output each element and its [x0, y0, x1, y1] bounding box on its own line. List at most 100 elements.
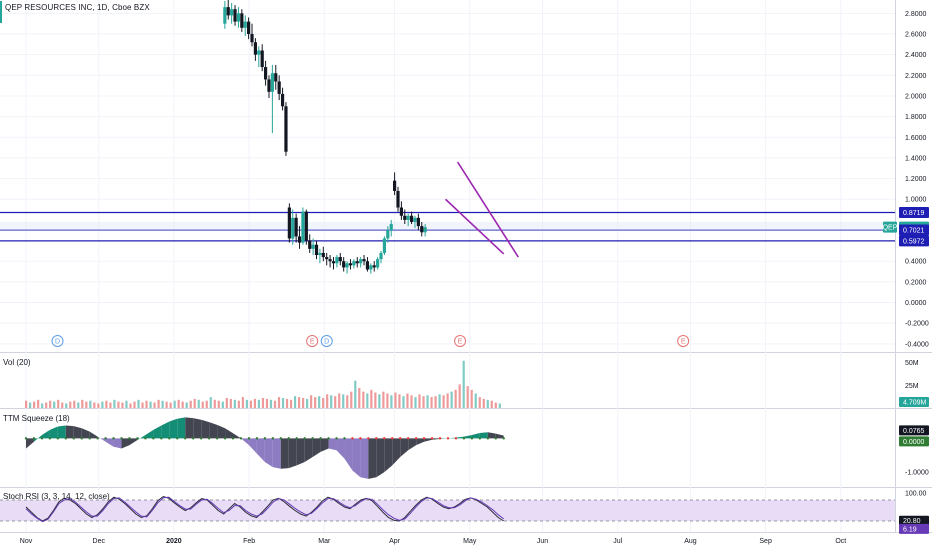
- volume-bar: [65, 403, 68, 408]
- volume-bar: [241, 397, 244, 408]
- volume-bar: [438, 394, 441, 408]
- candle-body: [291, 217, 295, 239]
- volume-bar: [269, 399, 273, 408]
- candle-body: [413, 217, 417, 222]
- candle-body: [345, 263, 349, 268]
- candle-body: [382, 238, 387, 253]
- x-tick-label-nov: Nov: [20, 538, 33, 545]
- squeeze-dot: [438, 437, 442, 440]
- squeeze-area-segment: [233, 433, 241, 439]
- volume-bar: [314, 397, 317, 408]
- squeeze-dot: [136, 437, 139, 440]
- volume-bar: [302, 398, 305, 408]
- volume-bar: [402, 396, 405, 408]
- squeeze-dot: [24, 437, 28, 440]
- volume-bar: [201, 401, 204, 408]
- candle-body: [321, 252, 325, 258]
- volume-bar: [277, 397, 281, 408]
- trend-line: [456, 161, 519, 258]
- volume-bar: [117, 401, 120, 408]
- squeeze-dot: [375, 437, 378, 440]
- volume-bar: [25, 400, 28, 408]
- squeeze-dot: [271, 437, 275, 440]
- squeeze-area-segment: [169, 418, 178, 439]
- dividend-marker-icon: [51, 335, 64, 347]
- stoch-pane-label[interactable]: Stoch RSI (3, 3, 14, 12, close): [3, 492, 110, 501]
- volume-bar: [93, 402, 96, 408]
- squeeze-area-segment: [89, 431, 98, 439]
- volume-bar: [57, 399, 60, 408]
- squeeze-area-segment: [376, 438, 385, 478]
- squeeze-area-segment: [201, 419, 210, 439]
- volume-bar: [85, 401, 88, 408]
- volume-bar: [478, 397, 481, 408]
- candle-body: [236, 13, 241, 22]
- squeeze-dot: [48, 437, 52, 440]
- volume-pane-label[interactable]: Vol (20): [3, 358, 31, 367]
- squeeze-area-segment: [49, 426, 58, 439]
- volume-bar: [253, 398, 257, 408]
- price-tick-label: 2.4000: [905, 52, 927, 59]
- price-tick-label: 1.8000: [905, 114, 927, 121]
- volume-bar: [322, 398, 325, 408]
- volume-bar: [209, 397, 212, 408]
- squeeze-dot: [430, 437, 434, 440]
- squeeze-area-segment: [344, 438, 353, 471]
- x-tick-label-may: May: [463, 538, 477, 545]
- candle-body: [365, 261, 370, 270]
- squeeze-dot: [176, 437, 179, 440]
- volume-bar: [69, 401, 72, 408]
- squeeze-pane-label[interactable]: TTM Squeeze (18): [3, 414, 70, 423]
- squeeze-dot: [351, 437, 354, 440]
- squeeze-dot: [184, 437, 187, 440]
- volume-bar: [245, 399, 248, 408]
- squeeze-area-segment: [264, 438, 273, 468]
- squeeze-dot: [263, 437, 267, 440]
- squeeze-dot: [128, 437, 131, 440]
- squeeze-area-segment: [65, 425, 74, 439]
- price-tag: [899, 224, 929, 236]
- price-tick-label: 1.4000: [905, 155, 927, 162]
- candle-body: [328, 259, 332, 262]
- price-tick-label: -0.2000: [905, 321, 929, 328]
- squeeze-area-segment: [161, 421, 170, 439]
- candle-body: [409, 215, 414, 222]
- candle-body: [379, 252, 383, 260]
- candle-body: [318, 252, 322, 256]
- candle-body: [362, 259, 366, 262]
- squeeze-dot: [311, 437, 314, 440]
- price-tick-label: -0.4000: [905, 341, 929, 348]
- volume-bar: [386, 393, 389, 408]
- volume-bar: [358, 388, 361, 408]
- price-tick-label: 2.0000: [905, 93, 927, 100]
- volume-bar: [133, 401, 136, 408]
- squeeze-area-segment: [432, 438, 441, 440]
- squeeze-zero-tag: [899, 436, 929, 447]
- volume-bar: [185, 402, 188, 408]
- candle-body: [294, 217, 298, 237]
- candle-body: [369, 265, 373, 270]
- volume-bar: [41, 403, 44, 408]
- candle-body: [263, 67, 268, 80]
- squeeze-dot: [335, 437, 338, 440]
- squeeze-area-segment: [145, 429, 154, 439]
- event-marker-label: E: [310, 339, 315, 346]
- candle-body: [372, 265, 376, 268]
- volume-bar: [149, 401, 152, 408]
- candle-body: [277, 81, 281, 94]
- volume-bar: [462, 360, 465, 408]
- volume-bar: [109, 402, 112, 408]
- squeeze-dot: [446, 437, 450, 440]
- squeeze-dot: [406, 437, 410, 440]
- x-tick-label-jul: Jul: [613, 538, 622, 545]
- candle-body: [304, 211, 308, 241]
- event-marker-label: E: [681, 339, 686, 346]
- volume-bar: [430, 397, 433, 408]
- stoch-d-tag: [899, 523, 929, 534]
- squeeze-dot: [327, 437, 330, 440]
- squeeze-area-segment: [479, 432, 488, 439]
- volume-bar: [442, 395, 445, 408]
- squeeze-dot: [287, 437, 290, 440]
- price-tick-label: 1.0000: [905, 197, 927, 204]
